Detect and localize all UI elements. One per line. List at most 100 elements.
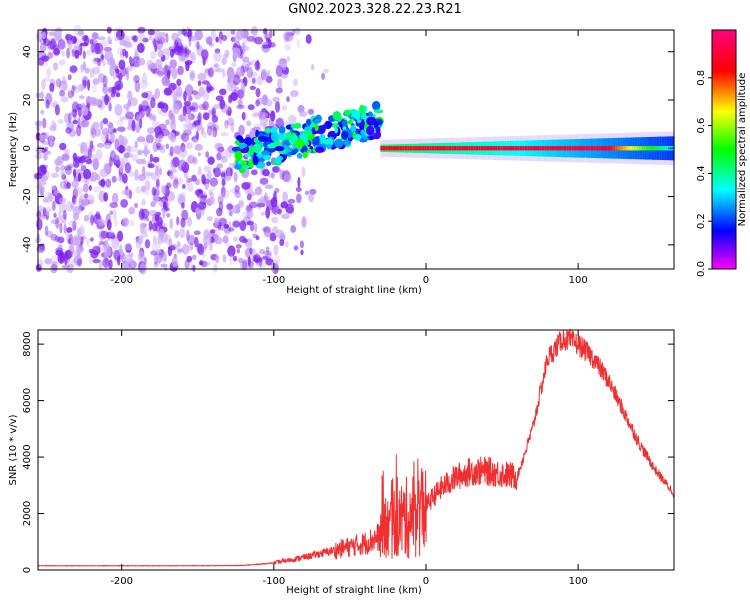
noise-blob [100,178,106,188]
carrier-core [451,146,455,151]
snr-series-line [37,328,675,567]
carrier-core [563,146,567,151]
noise-blob [242,216,251,226]
noise-blob [52,200,56,212]
carrier-core [456,146,460,151]
noise-blob [233,236,239,242]
noise-blob [169,173,174,180]
noise-blob [193,138,198,143]
noise-blob [108,229,113,238]
noise-blob [122,173,128,184]
noise-blob [176,216,180,226]
noise-blob [45,191,52,204]
noise-blob [214,63,219,68]
noise-blob [172,179,179,189]
noise-blob [241,42,246,52]
noise-blob [255,99,260,107]
noise-blob [252,233,258,239]
carrier-core [659,146,663,151]
noise-blob [270,197,278,208]
noise-blob [215,36,219,43]
noise-blob [255,235,260,241]
noise-blob [108,156,113,167]
noise-blob [159,167,162,176]
onset-blob [368,135,374,141]
carrier-core [519,146,523,151]
noise-blob [59,222,63,234]
noise-blob [42,153,47,159]
noise-blob [67,74,72,81]
noise-blob [169,146,174,157]
noise-blob [82,144,89,157]
noise-blob [73,157,80,169]
noise-blob [174,229,180,239]
noise-blob [184,104,193,115]
noise-blob [321,72,326,80]
onset-blob [372,100,381,111]
noise-blob [110,232,115,240]
noise-blob [42,117,47,129]
noise-blob [125,188,133,199]
noise-blob [250,29,258,34]
noise-blob [218,33,223,45]
carrier-core [664,146,668,151]
noise-blob [282,170,291,183]
colorbar-tick-label: 0.4 [696,165,707,181]
noise-blob [95,149,103,161]
noise-blob [186,176,190,186]
noise-blob [92,121,100,129]
noise-blob [187,154,195,164]
noise-blob [160,102,169,113]
noise-blob [70,237,80,246]
noise-blob [274,100,281,113]
noise-blob [203,228,209,241]
carrier-core [453,146,457,151]
noise-blob [117,255,121,266]
noise-blob [236,66,244,77]
noise-blob [177,65,184,76]
noise-blob [205,261,211,266]
noise-blob [274,255,281,264]
noise-blob [104,93,109,106]
noise-blob [205,151,210,158]
onset-blob [332,111,342,121]
onset-blob [241,160,247,167]
noise-blob [158,32,168,38]
onset-blob [302,151,308,159]
noise-blob [104,239,109,245]
noise-blob [211,180,216,191]
noise-blob [101,127,110,136]
noise-blob [142,72,148,84]
noise-blob [252,112,260,118]
noise-blob [134,168,139,181]
noise-blob [148,209,158,217]
noise-blob [117,145,126,153]
noise-blob [36,218,43,231]
noise-blob [36,246,46,253]
noise-blob [178,46,184,57]
noise-blob [160,128,170,137]
snr-frame [37,329,675,571]
noise-blob [130,97,138,107]
noise-blob [223,223,229,229]
noise-blob [193,91,202,96]
noise-blob [152,194,160,203]
carrier-core [644,146,648,151]
noise-blob [219,99,226,110]
noise-blob [205,82,215,88]
noise-blob [246,193,252,201]
noise-blob [143,145,149,157]
onset-blob [373,121,379,129]
noise-blob [64,254,68,266]
carrier-core [568,146,572,151]
carrier-core [622,146,626,151]
noise-blob [112,208,117,220]
noise-blob [290,225,297,233]
onset-blob [270,131,279,142]
noise-blob [94,128,102,137]
noise-blob [168,109,173,120]
noise-blob [183,123,188,130]
noise-blob [126,145,132,154]
noise-blob [77,172,82,182]
